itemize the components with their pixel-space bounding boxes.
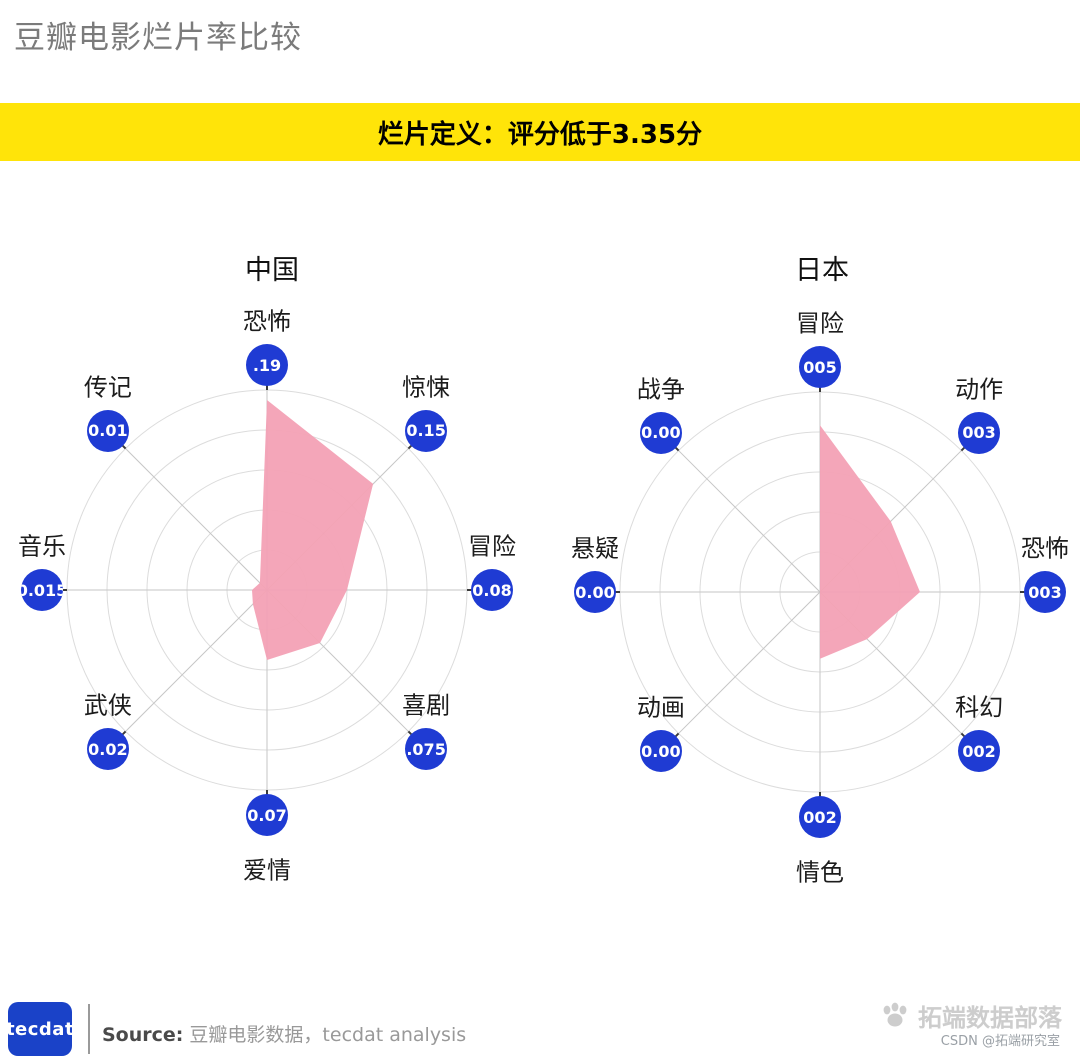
radar-series-polygon — [820, 425, 920, 659]
value-badge: 0.07 — [246, 794, 288, 836]
category-label: 恐怖 — [243, 307, 291, 336]
page-title: 豆瓣电影烂片率比较 — [14, 20, 302, 56]
value-badge: 0.00 — [639, 730, 682, 773]
chart-title-japan: 日本 — [795, 255, 849, 286]
category-label: 爱情 — [243, 856, 291, 885]
radar-chart-china: .19 恐怖 0.15 惊悚 0.08 冒险 .075 喜剧 0.07 爱情 0.02 武侠 0.015… — [18, 290, 516, 890]
value-badge: 0.01 — [86, 409, 129, 452]
radar-plot-area — [58, 381, 476, 799]
category-label: 传记 — [83, 373, 132, 402]
value-badge: 002 — [958, 730, 1001, 773]
value-badge: 0.00 — [574, 571, 616, 613]
footer: tecdat Source: 豆瓣电影数据，tecdat analysis 拓端… — [0, 998, 1080, 1063]
value-badge: 0.08 — [471, 569, 513, 611]
value-badge: 0.015 — [21, 569, 63, 611]
value-badge: 003 — [1024, 571, 1066, 613]
category-label: 悬疑 — [571, 534, 619, 563]
source-text: 豆瓣电影数据，tecdat analysis — [183, 1024, 467, 1046]
source-label: Source: — [102, 1024, 184, 1046]
grid-spoke — [125, 589, 268, 732]
category-label: 科幻 — [955, 693, 1004, 722]
category-label: 喜剧 — [402, 691, 451, 720]
radar-plot-area — [611, 383, 1029, 801]
category-label: 武侠 — [83, 691, 132, 720]
paw-icon — [883, 1002, 907, 1026]
grid-spoke — [125, 448, 268, 591]
source-line: Source: 豆瓣电影数据，tecdat analysis — [102, 1020, 466, 1047]
value-badge: 005 — [799, 346, 841, 388]
category-label: 战争 — [636, 375, 685, 404]
value-badge: .075 — [405, 728, 448, 771]
category-label: 情色 — [796, 858, 844, 887]
category-label: 动画 — [636, 693, 685, 722]
category-label: 冒险 — [468, 532, 516, 561]
value-badge: 0.00 — [639, 411, 682, 454]
radar-chart-japan: 005 冒险 003 动作 003 恐怖 002 科幻 002 情色 0.00 动画 0.00 悬疑 0.0… — [571, 292, 1069, 892]
value-badge: 0.02 — [86, 728, 129, 771]
chart-title-china: 中国 — [245, 255, 299, 286]
value-badge: .19 — [246, 344, 288, 386]
grid-spoke — [678, 450, 821, 593]
value-badge: 003 — [958, 411, 1001, 454]
category-label: 惊悚 — [402, 373, 451, 402]
watermark-text: 拓端数据部落 — [918, 1004, 1062, 1032]
value-badge: 0.15 — [405, 409, 448, 452]
radar-series-polygon — [252, 400, 374, 660]
category-label: 冒险 — [796, 309, 844, 338]
footer-divider — [88, 1004, 90, 1054]
definition-banner: 烂片定义：评分低于3.35分 — [0, 103, 1080, 161]
value-badge: 002 — [799, 796, 841, 838]
grid-spoke — [678, 591, 821, 734]
category-label: 恐怖 — [1021, 534, 1069, 563]
watermark: 拓端数据部落 — [880, 998, 1062, 1033]
category-label: 动作 — [955, 375, 1004, 404]
category-label: 音乐 — [18, 532, 66, 561]
csdn-credit: CSDN @拓端研究室 — [940, 1034, 1060, 1049]
definition-banner-text: 烂片定义：评分低于3.35分 — [377, 119, 703, 150]
tecdat-logo: tecdat — [6, 1002, 74, 1056]
